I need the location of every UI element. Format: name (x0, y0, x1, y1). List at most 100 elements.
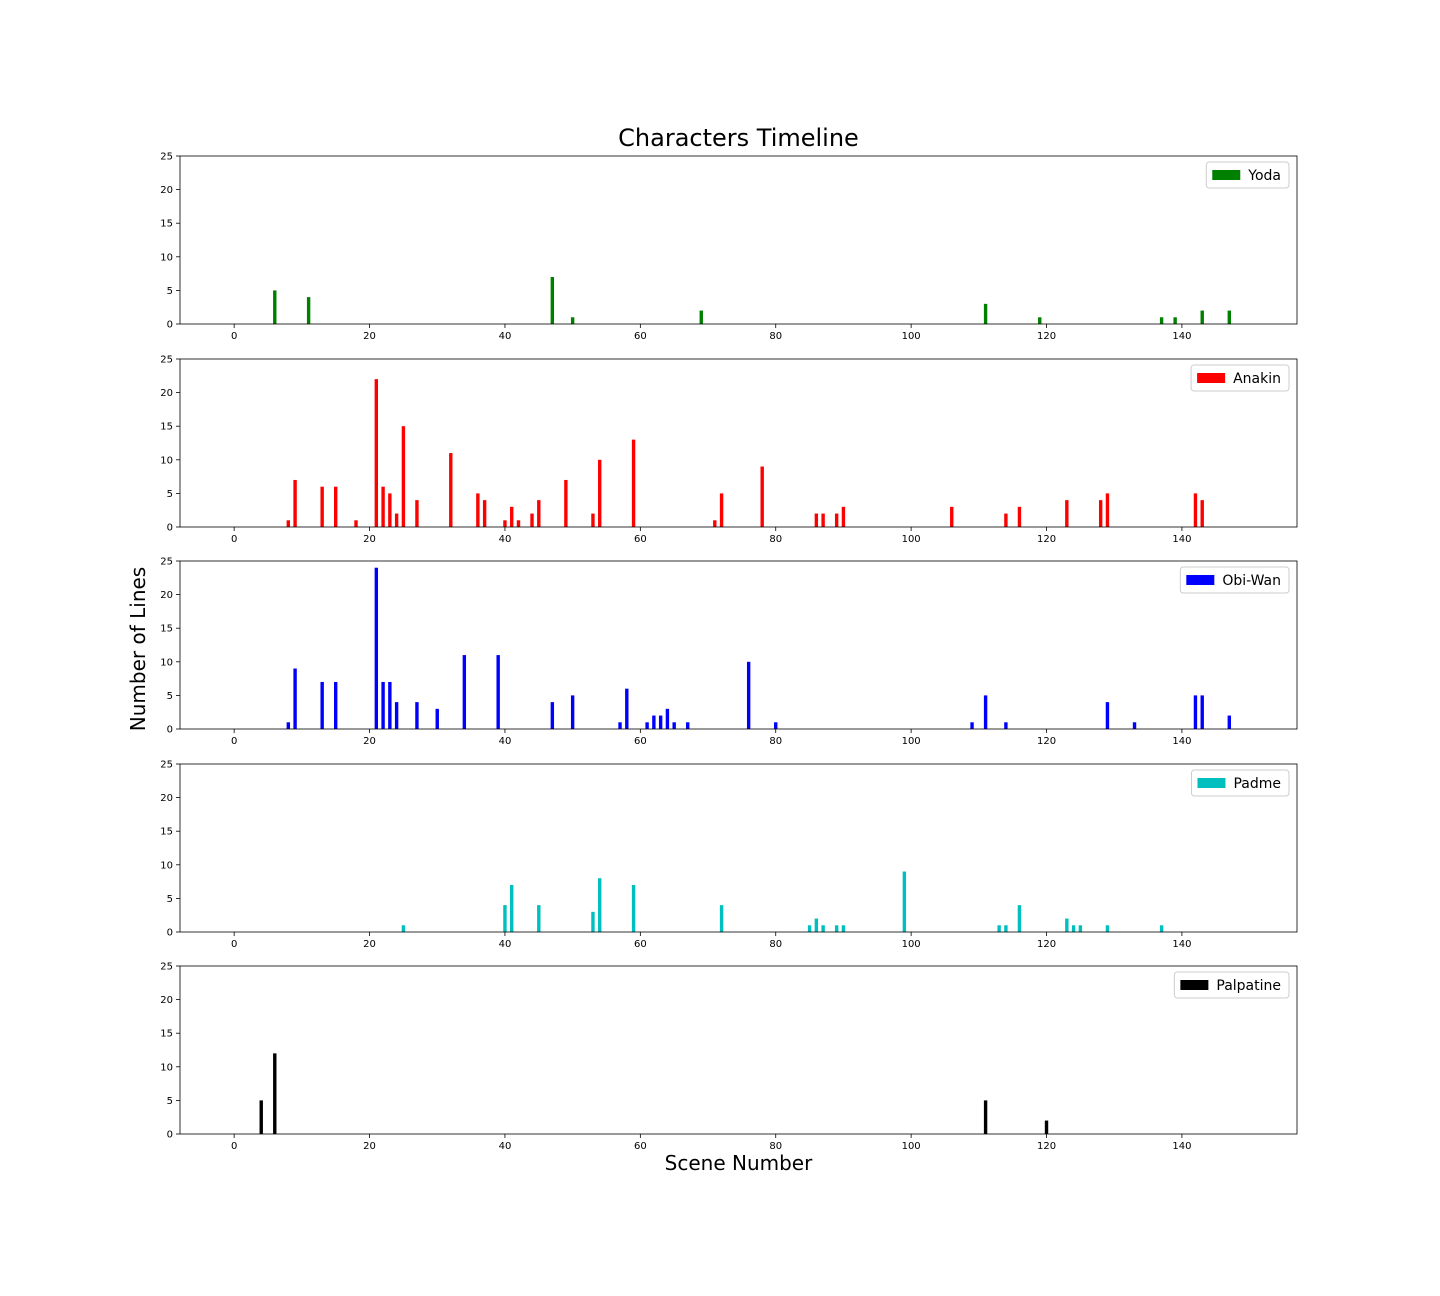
bar-anakin (516, 520, 521, 527)
y-tick-label: 15 (160, 422, 173, 433)
subplot-palpatine: 0 20 40 60 80 100 120 140 0 5 10 15 20 25 Palpatine (160, 962, 1298, 1152)
bar-obi-wan (286, 722, 291, 729)
x-tick-label: 140 (1172, 736, 1191, 747)
y-tick-label: 5 (167, 489, 173, 500)
bar-padme (997, 925, 1001, 932)
bar-anakin (1105, 493, 1110, 527)
y-tick-label: 5 (167, 691, 173, 702)
bar-obi-wan (435, 708, 439, 729)
bar-padme (1078, 925, 1083, 932)
x-tick-label: 120 (1037, 534, 1056, 545)
legend-swatch (1186, 575, 1215, 585)
x-tick-label: 100 (902, 736, 921, 747)
subplot-yoda: 0 20 40 60 80 100 120 140 0 5 10 15 20 25 Yoda (160, 152, 1298, 342)
y-tick-label: 20 (160, 995, 173, 1006)
x-tick-label: 80 (769, 1141, 782, 1152)
bar-anakin (510, 506, 514, 527)
bar-obi-wan (1200, 695, 1204, 729)
subplot-obi-wan: 0 20 40 60 80 100 120 140 0 5 10 15 20 25 Obi-Wan (160, 557, 1298, 747)
bar-padme (841, 925, 846, 932)
x-axis-label: Scene Number (664, 1151, 813, 1175)
bar-anakin (821, 513, 825, 527)
axes-frame (179, 965, 1298, 1135)
y-tick-label: 5 (167, 1096, 173, 1107)
bar-obi-wan (1105, 702, 1110, 729)
bar-anakin (394, 513, 399, 527)
bar-obi-wan (1227, 715, 1232, 729)
bar-anakin (760, 466, 764, 527)
y-tick-label: 10 (160, 1062, 173, 1073)
bar-anakin (530, 513, 534, 527)
x-tick-label: 40 (499, 939, 512, 950)
bar-padme (503, 905, 507, 932)
bar-anakin (591, 513, 595, 527)
bar-anakin (293, 479, 297, 527)
bar-padme (902, 871, 907, 932)
x-tick-label: 40 (499, 534, 512, 545)
bar-obi-wan (293, 668, 297, 729)
x-tick-label: 40 (499, 1141, 512, 1152)
bar-obi-wan (1193, 695, 1198, 729)
bar-padme (537, 905, 541, 932)
legend-label: Anakin (1233, 371, 1281, 387)
bar-obi-wan (394, 702, 399, 729)
bar-obi-wan (334, 681, 338, 729)
y-tick-label: 20 (160, 185, 173, 196)
bar-anakin (841, 506, 846, 527)
y-tick-label: 20 (160, 793, 173, 804)
legend-label: Palpatine (1216, 978, 1281, 994)
x-tick-label: 140 (1172, 1141, 1191, 1152)
bar-padme (631, 884, 636, 932)
y-tick-label: 25 (160, 557, 173, 568)
bar-anakin (401, 426, 406, 527)
axes-frame (179, 763, 1298, 933)
x-tick-label: 100 (902, 331, 921, 342)
bar-yoda (570, 317, 575, 324)
bar-padme (719, 905, 724, 932)
bar-anakin (381, 486, 385, 527)
y-tick-label: 25 (160, 355, 173, 366)
y-tick-label: 0 (167, 523, 173, 534)
bar-obi-wan (462, 655, 467, 729)
bar-anakin (482, 500, 487, 527)
x-tick-label: 40 (499, 736, 512, 747)
bar-yoda (306, 297, 311, 324)
legend-label: Obi-Wan (1222, 573, 1281, 589)
bar-padme (598, 878, 602, 932)
bar-obi-wan (550, 702, 555, 729)
bar-anakin (320, 486, 324, 527)
y-tick-label: 0 (167, 320, 173, 331)
legend-swatch (1197, 778, 1226, 788)
bar-yoda (699, 310, 703, 324)
bar-obi-wan (1132, 722, 1137, 729)
bar-anakin (388, 493, 392, 527)
x-tick-label: 0 (231, 736, 237, 747)
y-tick-label: 15 (160, 624, 173, 635)
y-tick-label: 0 (167, 928, 173, 939)
chart-title: Characters Timeline (618, 124, 859, 152)
legend-label: Padme (1233, 776, 1281, 792)
bar-obi-wan (970, 722, 974, 729)
bar-yoda (1173, 317, 1177, 324)
x-tick-label: 60 (634, 939, 647, 950)
bar-anakin (598, 459, 602, 527)
x-tick-label: 40 (499, 331, 512, 342)
y-tick-label: 25 (160, 152, 173, 163)
bar-padme (807, 925, 812, 932)
bar-obi-wan (320, 681, 324, 729)
bar-obi-wan (672, 722, 676, 729)
bar-padme (1105, 925, 1110, 932)
bar-anakin (564, 479, 568, 527)
x-tick-label: 80 (769, 736, 782, 747)
x-tick-label: 60 (634, 1141, 647, 1152)
x-tick-label: 60 (634, 331, 647, 342)
bar-yoda (983, 303, 988, 324)
x-tick-label: 120 (1037, 736, 1056, 747)
y-tick-label: 15 (160, 827, 173, 838)
bar-palpatine (259, 1100, 263, 1134)
x-tick-label: 20 (363, 534, 376, 545)
bar-obi-wan (746, 661, 751, 729)
bar-obi-wan (625, 688, 629, 729)
y-tick-label: 10 (160, 455, 173, 466)
